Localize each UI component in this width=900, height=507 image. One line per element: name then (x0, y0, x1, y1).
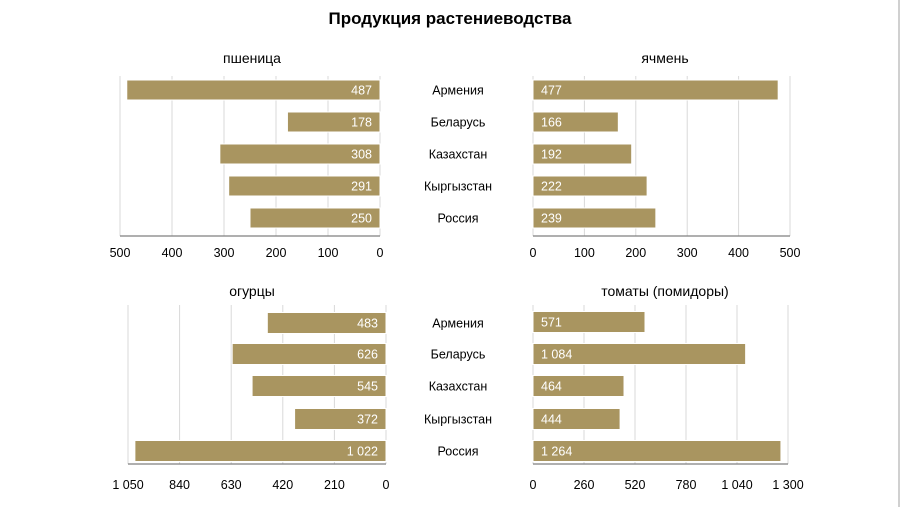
category-label: Россия (438, 212, 479, 226)
tick-label: 630 (221, 478, 242, 492)
bar-Казахстан (532, 143, 633, 165)
data-label: 487 (351, 84, 372, 98)
bar-Кыргызстан (228, 175, 381, 197)
tick-label: 420 (272, 478, 293, 492)
bar-Армения (126, 79, 381, 101)
tick-label: 0 (530, 246, 537, 260)
data-label: 444 (541, 413, 562, 427)
data-label: 250 (351, 212, 372, 226)
panel-title: томаты (помидоры) (601, 283, 728, 299)
data-label: 1 084 (541, 348, 572, 362)
panel-title: ячмень (641, 50, 688, 66)
category-label: Беларусь (431, 348, 486, 362)
chart-panel-3: огурцы 483 626 545 372 1 022 1 050 840 630 420 210… (112, 283, 389, 492)
data-label: 477 (541, 84, 562, 98)
category-label: Кыргызстан (424, 180, 492, 194)
category-label: Россия (438, 445, 479, 459)
tick-label: 210 (324, 478, 345, 492)
data-label: 464 (541, 380, 562, 394)
bar-Беларусь (286, 111, 381, 133)
bar-Беларусь (231, 343, 387, 365)
category-labels-bottom: Армения Беларусь Казахстан Кыргызстан Россия (424, 317, 492, 459)
category-label: Армения (432, 84, 484, 98)
bar-Армения (532, 311, 646, 333)
data-label: 1 022 (347, 445, 378, 459)
data-label: 178 (351, 116, 372, 130)
panel-title: огурцы (229, 283, 275, 299)
chart-panel-1: пшеница 487 178 308 291 250 500 400 300 200 100 0 (110, 50, 384, 260)
bar-Россия (134, 440, 387, 462)
bar-Россия (532, 440, 782, 462)
tick-label: 0 (377, 246, 384, 260)
tick-label: 260 (574, 478, 595, 492)
category-label: Армения (432, 317, 484, 331)
data-label: 372 (357, 413, 378, 427)
bar-Беларусь (532, 343, 747, 365)
category-label: Казахстан (429, 380, 488, 394)
bar-Казахстан (251, 375, 387, 397)
bar-Кыргызстан (294, 408, 387, 430)
tick-label: 0 (530, 478, 537, 492)
tick-label: 500 (110, 246, 131, 260)
category-label: Кыргызстан (424, 413, 492, 427)
tick-label: 100 (574, 246, 595, 260)
tick-label: 1 050 (112, 478, 143, 492)
tick-label: 1 040 (721, 478, 752, 492)
tick-label: 0 (383, 478, 390, 492)
data-label: 1 264 (541, 445, 572, 459)
data-label: 291 (351, 180, 372, 194)
bar-Россия (532, 207, 657, 229)
chart-panel-2: ячмень 477 166 192 222 239 0 100 200 300 400 500 (530, 50, 801, 260)
chart-panel-4: томаты (помидоры) 571 1 084 464 444 1 264 0 260… (530, 283, 804, 492)
category-label: Казахстан (429, 148, 488, 162)
bar-Беларусь (532, 111, 619, 133)
bar-Кыргызстан (532, 175, 648, 197)
bar-Казахстан (532, 375, 625, 397)
data-label: 626 (357, 348, 378, 362)
tick-label: 400 (728, 246, 749, 260)
data-label: 192 (541, 148, 562, 162)
tick-label: 1 300 (772, 478, 803, 492)
tick-label: 100 (318, 246, 339, 260)
chart-title: Продукция растениеводства (328, 9, 572, 28)
data-label: 545 (357, 380, 378, 394)
page-edge (898, 0, 900, 507)
data-label: 222 (541, 180, 562, 194)
bar-Казахстан (219, 143, 381, 165)
tick-label: 500 (780, 246, 801, 260)
tick-label: 300 (677, 246, 698, 260)
data-label: 483 (357, 317, 378, 331)
tick-label: 780 (676, 478, 697, 492)
data-label: 239 (541, 212, 562, 226)
tick-label: 400 (162, 246, 183, 260)
category-labels-top: Армения Беларусь Казахстан Кыргызстан Россия (424, 84, 492, 226)
data-label: 308 (351, 148, 372, 162)
bar-Россия (249, 207, 381, 229)
tick-label: 520 (625, 478, 646, 492)
data-label: 166 (541, 116, 562, 130)
data-label: 571 (541, 316, 562, 330)
panel-title: пшеница (223, 50, 281, 66)
bar-Армения (266, 312, 387, 334)
tick-label: 840 (169, 478, 190, 492)
tick-label: 200 (625, 246, 646, 260)
tick-label: 300 (214, 246, 235, 260)
tick-label: 200 (266, 246, 287, 260)
bar-Армения (532, 79, 779, 101)
bar-Кыргызстан (532, 408, 621, 430)
category-label: Беларусь (431, 116, 486, 130)
